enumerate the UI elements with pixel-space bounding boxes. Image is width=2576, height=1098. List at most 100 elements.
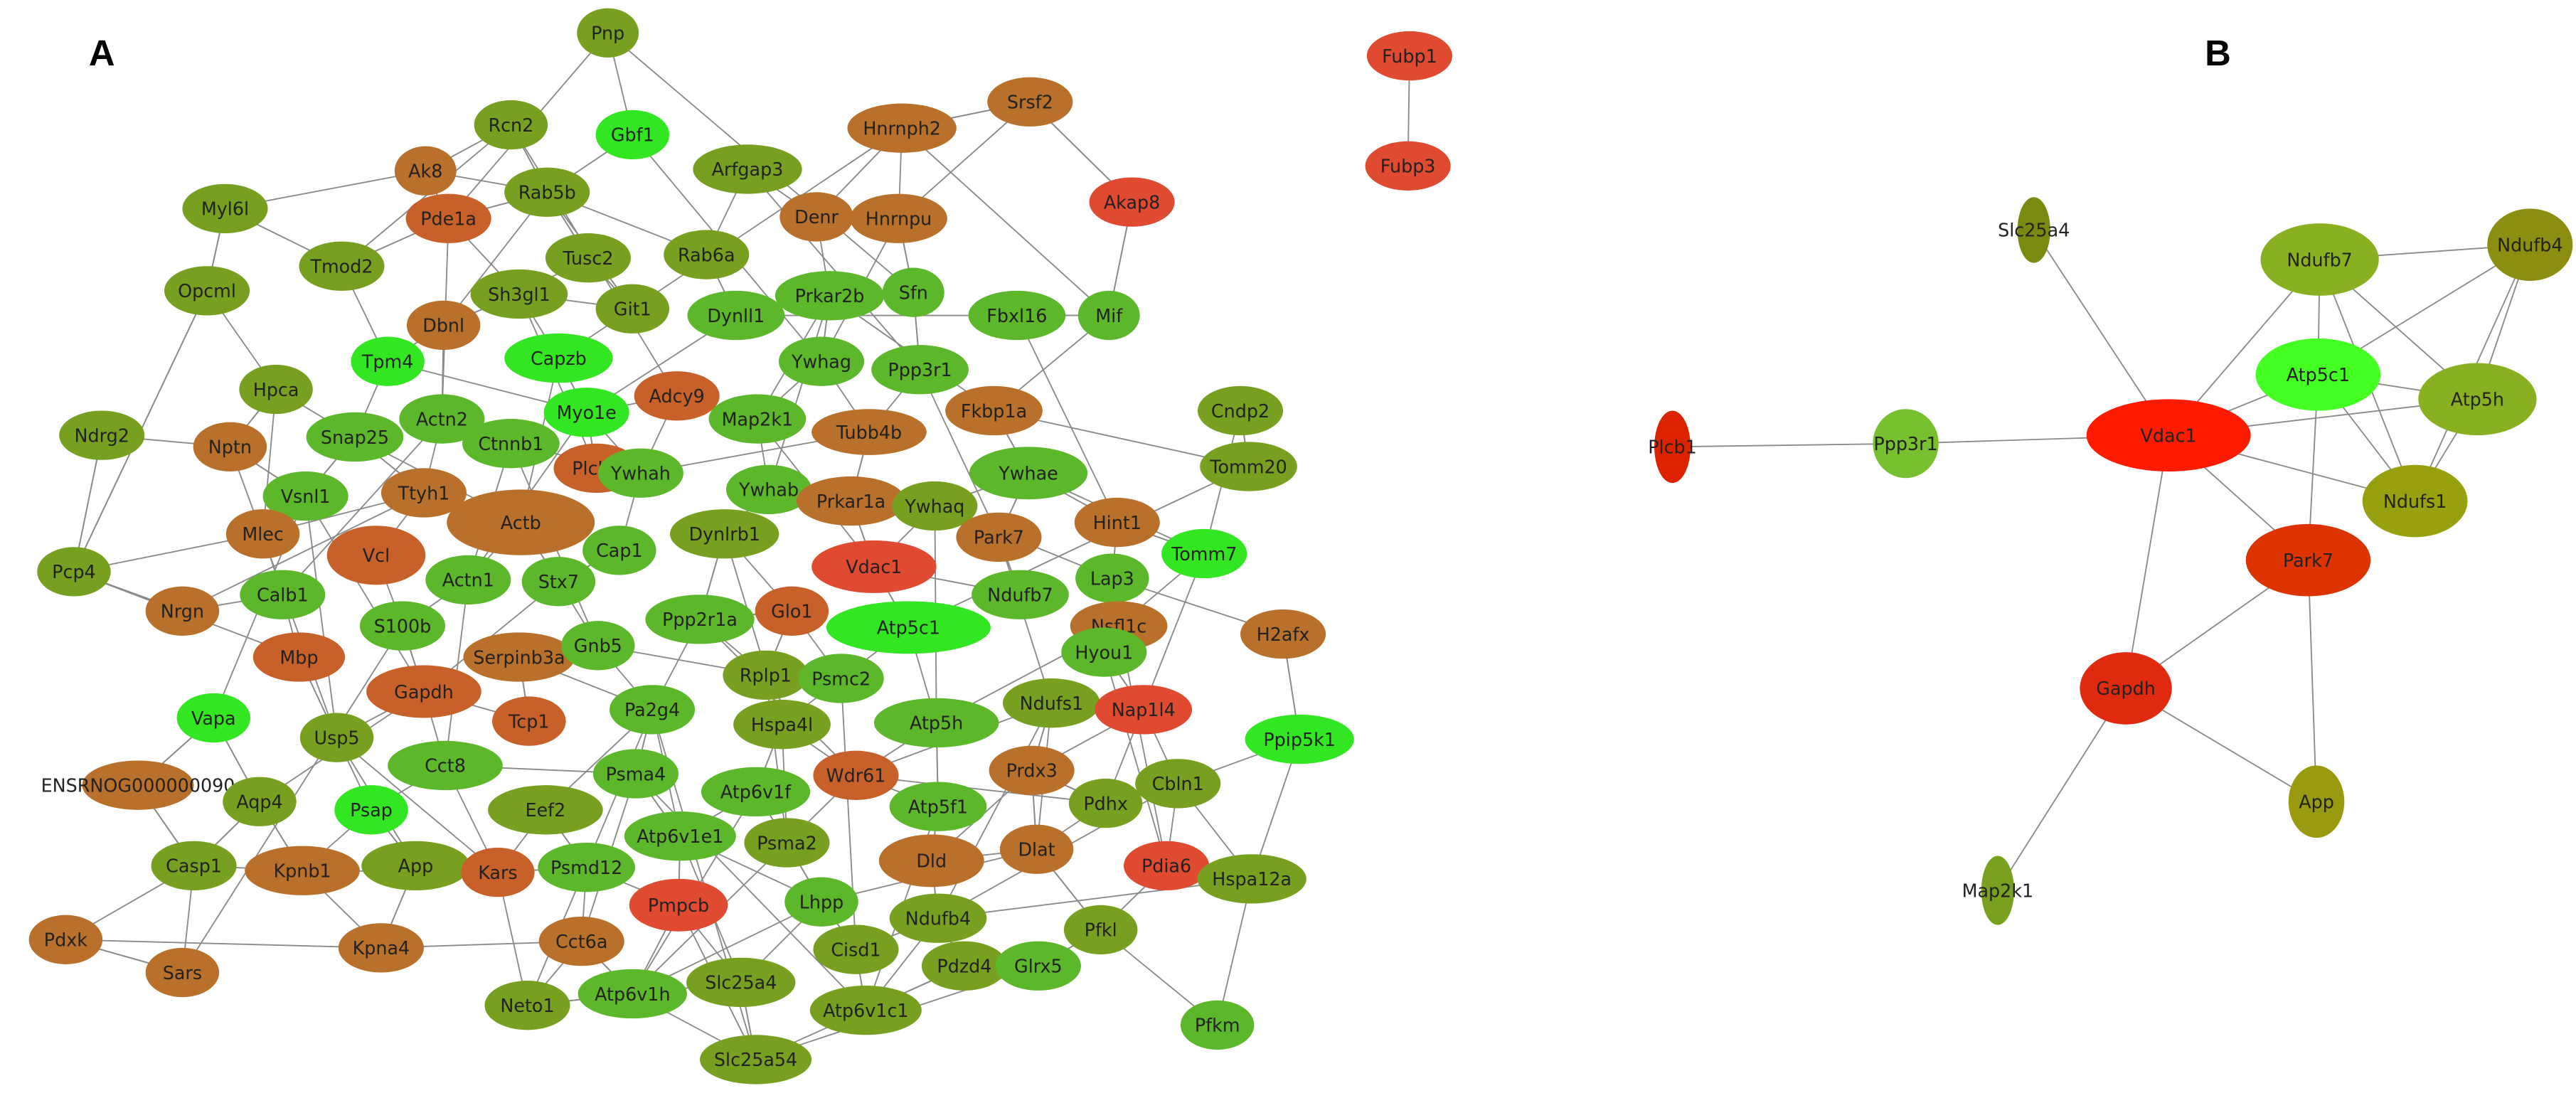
node: Atp6v1h (578, 969, 688, 1019)
node-shape (252, 632, 346, 682)
node-shape (784, 877, 858, 927)
node: Mbp (252, 632, 346, 682)
node-label: App (398, 856, 434, 877)
node: Ndufb7 (972, 570, 1069, 619)
node-label: Ywhab (738, 479, 799, 501)
node: Snap25 (306, 412, 404, 462)
node: Tusc2 (545, 233, 632, 283)
node: Kars (461, 847, 535, 897)
node-label: Map2k1 (722, 408, 794, 430)
node: Vsnl1 (262, 471, 348, 521)
node-shape (687, 290, 785, 341)
node-label: Dbnl (422, 315, 464, 336)
node-label: Ppp3r1 (1873, 433, 1937, 454)
node-shape (239, 364, 313, 415)
node-label: Akap8 (1104, 191, 1160, 213)
node: Mlec (225, 509, 300, 559)
node-label: Slc25a4 (705, 972, 777, 993)
node-shape (871, 345, 969, 395)
node-label: Kpnb1 (273, 860, 331, 882)
node: Ywhag (778, 336, 865, 386)
node-label: Arfgap3 (712, 159, 784, 180)
node: Ndufs1 (1002, 678, 1100, 728)
node-label: Tpm4 (361, 351, 414, 373)
node-shape (82, 760, 194, 810)
edge (181, 492, 425, 612)
node: Ppip5k1 (1245, 714, 1354, 764)
node-shape (999, 824, 1074, 874)
node: Gnb5 (561, 621, 635, 671)
node-label: Cbln1 (1152, 773, 1204, 794)
node-shape (425, 555, 511, 605)
node-shape (461, 847, 535, 897)
node: Pfkm (1180, 1000, 1255, 1050)
node-shape (945, 385, 1043, 436)
node: Ttyh1 (380, 468, 467, 518)
node-shape (1077, 290, 1140, 341)
node-label: Kpna4 (353, 937, 410, 959)
edge (919, 369, 1000, 538)
node-shape (538, 916, 624, 966)
node-shape (811, 540, 937, 593)
node: Slc25a4 (1998, 197, 2070, 263)
node-shape (878, 834, 984, 888)
node: Cct8 (388, 740, 503, 791)
node-label: Sh3gl1 (488, 284, 550, 305)
node: Actn1 (425, 555, 511, 605)
node-label: Actb (501, 512, 541, 533)
node: Psmc2 (798, 654, 884, 703)
node-label: Sars (163, 962, 202, 984)
node-label: Calb1 (257, 585, 309, 606)
node: Prdx3 (989, 745, 1075, 796)
node: App (361, 841, 470, 891)
node: Adcy9 (634, 371, 720, 421)
node-label: Fubp1 (1382, 46, 1437, 67)
node-label: Tomm7 (1171, 543, 1237, 565)
node-shape (755, 586, 829, 636)
node-shape (394, 146, 457, 196)
node-shape (1075, 553, 1149, 603)
node-label: Atp5c1 (877, 617, 940, 639)
node-shape (664, 230, 750, 279)
node-shape (686, 957, 796, 1008)
edge (632, 127, 903, 310)
node-label: Prkar2b (795, 285, 865, 307)
node: Atp5c1 (2255, 338, 2381, 411)
edge (336, 737, 499, 873)
node: Rab5b (504, 167, 590, 217)
edge (908, 466, 1249, 629)
node: Map2k1 (708, 394, 807, 444)
node-label: Opcml (178, 280, 236, 302)
node-shape (1061, 627, 1147, 677)
node-label: Psmd12 (550, 857, 622, 878)
node-label: Vcl (363, 545, 390, 566)
node-label: Hyou1 (1075, 641, 1133, 663)
node-shape (725, 464, 812, 515)
node-shape (245, 846, 360, 895)
node-shape (193, 422, 267, 471)
node-shape (366, 665, 481, 718)
node: Pmpcb (629, 878, 728, 932)
node-shape (2086, 399, 2251, 471)
node-label: Dlat (1018, 839, 1055, 860)
edge (1672, 442, 1906, 448)
node: Vdac1 (2086, 399, 2251, 471)
node-shape (669, 509, 779, 559)
panel-label: B (2205, 33, 2231, 73)
node-label: Plcb1 (1648, 437, 1697, 458)
node: Ywhab (725, 464, 812, 515)
node-label: Rplp1 (740, 665, 792, 686)
node-label: Lhpp (799, 891, 843, 912)
nodes: Pnp Rcn2 Gbf1 Arfgap3 Ak8 Hnrnph2 Srsf2 Rab5b Pd… (28, 8, 2573, 1084)
node-shape (504, 167, 590, 217)
node: Gapdh (366, 665, 481, 718)
node: Tomm20 (1200, 442, 1297, 491)
node-label: Kars (478, 862, 517, 883)
node-shape (809, 985, 922, 1035)
node: Map2k1 (1962, 856, 2033, 925)
node-shape (474, 100, 548, 150)
node-label: Tmod2 (309, 256, 373, 277)
node-shape (1197, 385, 1284, 436)
node-shape (778, 336, 865, 386)
node-shape (1197, 854, 1306, 904)
